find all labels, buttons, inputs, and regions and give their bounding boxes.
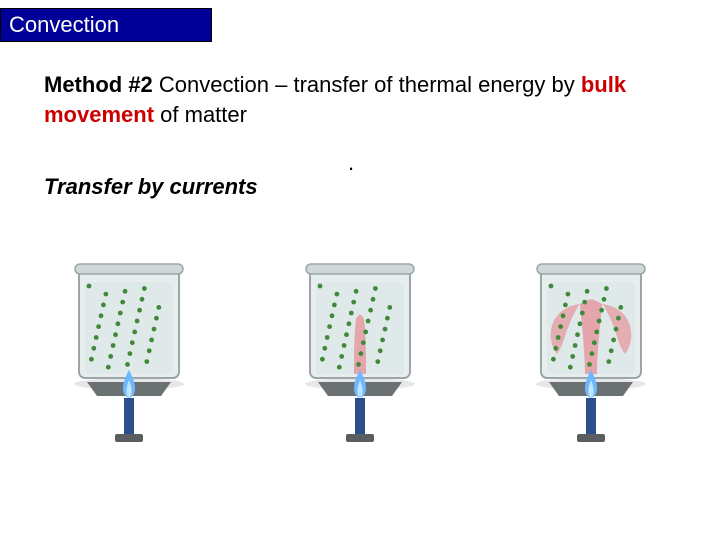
- term: Convection: [159, 72, 269, 97]
- figure-row: [44, 240, 676, 450]
- slide-title: Convection: [9, 12, 119, 38]
- definition-pre: – transfer of thermal energy by: [269, 72, 581, 97]
- definition-text: Method #2 Convection – transfer of therm…: [44, 70, 664, 129]
- beaker-stage-2: [275, 250, 445, 450]
- beaker-stage-3: [506, 250, 676, 450]
- title-bar: Convection: [0, 8, 212, 42]
- stray-period: .: [348, 150, 354, 176]
- subtitle: Transfer by currents: [44, 174, 258, 200]
- definition-post: of matter: [154, 102, 247, 127]
- beaker-stage-1: [44, 250, 214, 450]
- method-label: Method #2: [44, 72, 153, 97]
- slide: Convection Method #2 Convection – transf…: [0, 0, 720, 540]
